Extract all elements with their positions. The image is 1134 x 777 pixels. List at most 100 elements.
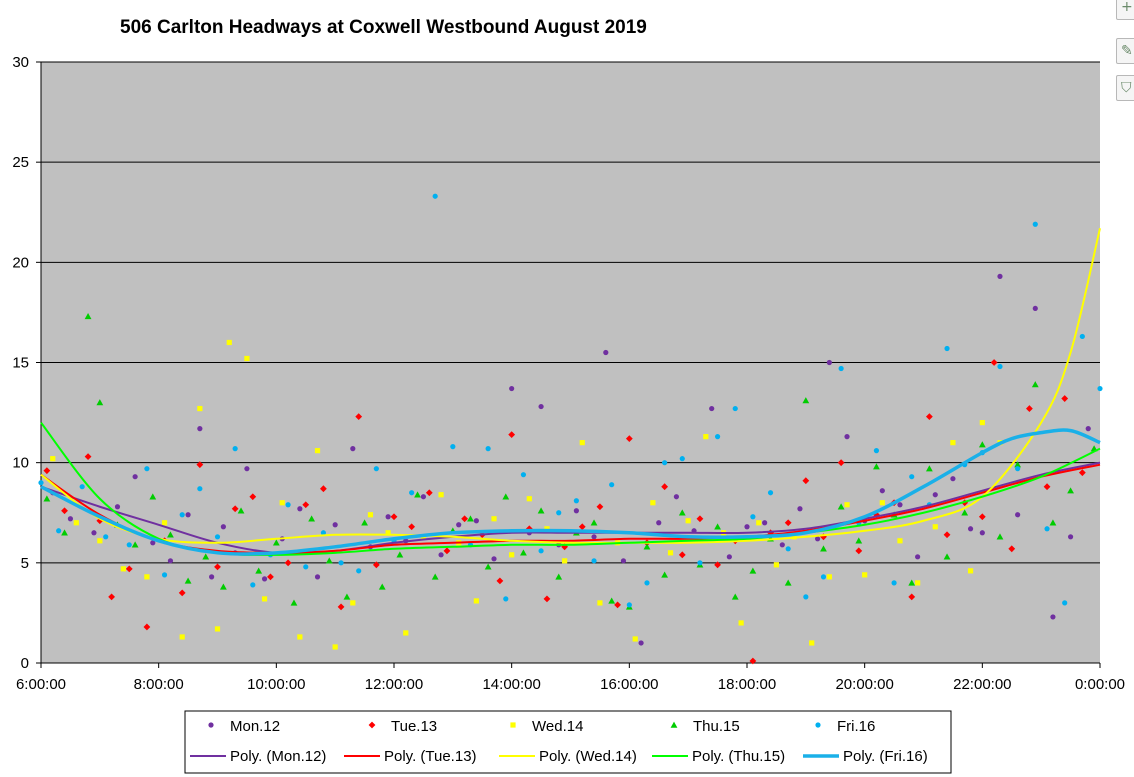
point-series-3 xyxy=(932,524,938,530)
point-series-5 xyxy=(591,558,597,564)
point-series-5 xyxy=(373,466,379,472)
point-series-4 xyxy=(537,507,545,514)
point-series-5 xyxy=(56,528,62,534)
point-series-3 xyxy=(844,502,850,508)
point-series-2 xyxy=(355,413,363,420)
point-series-2 xyxy=(249,493,257,501)
point-series-5 xyxy=(409,490,415,496)
point-series-5 xyxy=(250,582,256,588)
point-series-3 xyxy=(197,405,203,412)
point-series-4 xyxy=(467,515,474,522)
point-series-1 xyxy=(997,273,1003,279)
point-series-3 xyxy=(879,500,885,506)
point-series-5 xyxy=(356,568,362,574)
point-series-3 xyxy=(214,626,221,632)
point-series-2 xyxy=(496,577,504,585)
plus-icon[interactable]: + xyxy=(1116,0,1134,20)
point-series-4 xyxy=(255,567,263,574)
point-series-2 xyxy=(1043,483,1051,491)
point-series-5 xyxy=(997,363,1003,370)
point-series-1 xyxy=(638,640,644,646)
point-series-1 xyxy=(209,574,215,580)
point-series-1 xyxy=(979,530,985,536)
point-series-1 xyxy=(967,526,974,532)
point-series-1 xyxy=(197,426,203,432)
point-series-3 xyxy=(473,598,479,604)
point-series-5 xyxy=(1015,466,1021,472)
point-series-1 xyxy=(879,488,885,494)
x-tick-label: 22:00:00 xyxy=(953,676,1011,693)
point-series-2 xyxy=(443,547,451,555)
point-series-5 xyxy=(232,446,238,452)
point-series-1 xyxy=(420,494,427,500)
legend-label-3: Wed.14 xyxy=(532,718,583,735)
point-series-4 xyxy=(661,571,669,578)
y-tick-label: 0 xyxy=(21,655,29,672)
point-series-4 xyxy=(502,493,510,500)
y-axis-ticks: 0 5 10 15 20 25 30 xyxy=(12,54,41,672)
point-series-3 xyxy=(279,500,285,506)
point-series-5 xyxy=(38,480,44,486)
point-series-4 xyxy=(590,519,598,526)
point-series-2 xyxy=(661,483,669,491)
point-series-2 xyxy=(908,593,916,601)
point-series-4 xyxy=(272,539,280,546)
point-series-5 xyxy=(161,572,168,578)
point-series-2 xyxy=(837,459,845,467)
point-series-5 xyxy=(891,580,897,586)
point-series-3 xyxy=(297,634,303,640)
point-series-4 xyxy=(996,533,1004,540)
point-series-4 xyxy=(325,557,333,564)
point-series-2 xyxy=(461,515,468,523)
y-tick-label: 5 xyxy=(21,555,29,572)
point-series-1 xyxy=(261,576,268,582)
point-series-5 xyxy=(697,560,703,566)
point-series-5 xyxy=(338,560,344,566)
point-series-5 xyxy=(144,466,150,472)
point-series-4 xyxy=(61,529,68,536)
point-series-2 xyxy=(425,489,433,497)
point-series-3 xyxy=(509,552,515,558)
point-series-5 xyxy=(126,542,132,548)
point-series-1 xyxy=(220,524,226,530)
point-series-1 xyxy=(709,405,715,412)
point-series-2 xyxy=(784,519,792,527)
point-series-1 xyxy=(91,530,97,536)
legend-marker-1 xyxy=(208,722,214,728)
point-series-1 xyxy=(815,536,821,542)
point-series-3 xyxy=(809,640,815,646)
point-series-4 xyxy=(378,583,386,590)
point-series-5 xyxy=(767,490,774,496)
brush-icon[interactable]: ✎ xyxy=(1116,38,1134,64)
point-series-4 xyxy=(978,441,986,448)
point-series-5 xyxy=(1097,385,1103,392)
y-tick-label: 25 xyxy=(12,154,29,171)
y-tick-label: 10 xyxy=(12,455,29,472)
point-series-3 xyxy=(597,600,603,606)
point-series-1 xyxy=(385,514,391,520)
point-series-5 xyxy=(103,534,109,540)
point-series-5 xyxy=(785,546,791,552)
point-series-5 xyxy=(485,446,491,452)
legend-label-5: Fri.16 xyxy=(837,718,875,735)
point-series-3 xyxy=(73,520,79,526)
point-series-5 xyxy=(285,502,291,508)
trendline-5 xyxy=(40,428,1101,556)
point-series-2 xyxy=(84,453,92,461)
point-series-4 xyxy=(414,491,421,498)
y-tick-label: 20 xyxy=(12,254,29,271)
filter-icon[interactable]: ⛉ xyxy=(1116,75,1134,101)
point-series-1 xyxy=(797,506,803,512)
point-series-1 xyxy=(538,403,544,410)
point-series-5 xyxy=(944,345,950,352)
point-series-3 xyxy=(332,644,338,650)
point-series-1 xyxy=(1067,534,1074,540)
point-series-5 xyxy=(197,486,203,492)
point-series-4 xyxy=(714,523,721,530)
point-series-5 xyxy=(714,434,721,440)
point-series-2 xyxy=(390,513,398,521)
point-series-2 xyxy=(143,623,151,631)
point-series-5 xyxy=(573,498,579,504)
point-series-4 xyxy=(361,519,368,526)
point-series-1 xyxy=(473,518,479,524)
